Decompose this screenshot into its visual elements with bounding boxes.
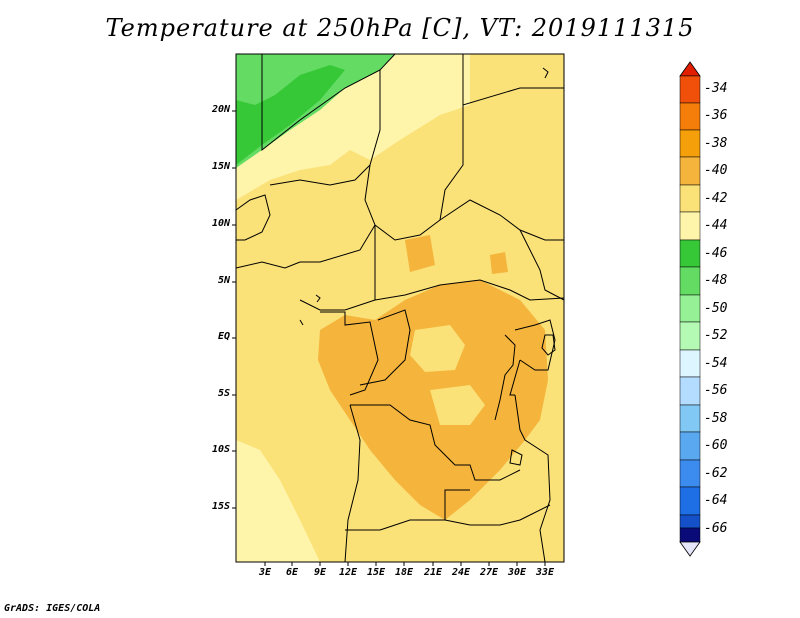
border-7 — [320, 311, 379, 396]
pocket-3 — [405, 235, 435, 272]
lat-label-5S: 5S — [217, 388, 230, 399]
lat-label-15S: 15S — [211, 501, 230, 512]
colorbar-label--60: -60 — [704, 438, 728, 453]
border-15 — [235, 261, 301, 269]
border-1 — [261, 53, 396, 152]
chart-title: Temperature at 250hPa [C], VT: 201911131… — [105, 14, 695, 42]
temperature-field — [236, 54, 564, 562]
country-borders — [235, 53, 565, 563]
colorbar-label--54: -54 — [704, 356, 728, 371]
coast-3 — [542, 67, 549, 79]
colorbar-bin-9 — [679, 294, 701, 323]
lon-label-18E: 18E — [394, 567, 414, 578]
colorbar-bin-8 — [679, 266, 701, 296]
colorbar — [679, 61, 701, 557]
colorbar-bin-1 — [679, 75, 701, 104]
darkgreen-region-northwest — [236, 65, 345, 165]
colorbar-over-arrow — [679, 61, 701, 77]
colorbar-bin-14 — [679, 431, 701, 461]
border-9 — [350, 404, 521, 481]
colorbar-label--34: -34 — [704, 81, 728, 96]
colorbar-bin-7 — [679, 239, 701, 268]
border-17 — [269, 164, 371, 186]
colorbar-bin-12 — [679, 376, 701, 406]
colorbar-label--52: -52 — [704, 328, 728, 343]
lon-label-27E: 27E — [479, 567, 499, 578]
colorbar-label--38: -38 — [704, 136, 728, 151]
colorbar-label--50: -50 — [704, 301, 728, 316]
border-3 — [462, 54, 564, 106]
lat-label-EQ: EQ — [217, 331, 230, 342]
border-13 — [514, 394, 551, 563]
lon-label-9E: 9E — [313, 567, 327, 578]
border-10 — [344, 404, 361, 563]
colorbar-label--48: -48 — [704, 273, 728, 288]
lake-2 — [541, 334, 556, 356]
colorbar-bin-10 — [679, 321, 701, 351]
border-20 — [509, 359, 521, 396]
colorbar-bin-2 — [679, 102, 701, 131]
border-16 — [235, 194, 271, 241]
lon-label-33E: 33E — [535, 567, 555, 578]
colorbar-bin-3 — [679, 129, 701, 158]
coast-2 — [299, 319, 304, 326]
colorbar-label--62: -62 — [704, 466, 728, 481]
border-2 — [300, 70, 381, 263]
cool-band-southwest — [236, 440, 320, 562]
colorbar-label--56: -56 — [704, 383, 728, 398]
lat-label-20N: 20N — [211, 104, 230, 115]
colorbar-bin-16 — [679, 486, 701, 516]
lon-label-24E: 24E — [451, 567, 471, 578]
colorbar-bin-5 — [679, 184, 701, 213]
border-19 — [519, 229, 565, 301]
border-12 — [444, 514, 531, 526]
border-18 — [439, 199, 564, 241]
colorbar-bin-17 — [679, 514, 701, 529]
colorbar-label--36: -36 — [704, 108, 728, 123]
colorbar-bin-13 — [679, 404, 701, 433]
lon-label-15E: 15E — [366, 567, 386, 578]
lon-label-6E: 6E — [285, 567, 299, 578]
colorbar-label--46: -46 — [704, 246, 728, 261]
colorbar-label--40: -40 — [704, 163, 728, 178]
map-frame — [235, 53, 565, 563]
border-14 — [514, 319, 556, 371]
pocket-2 — [430, 385, 485, 425]
colorbar-label--44: -44 — [704, 218, 728, 233]
lat-label-10N: 10N — [211, 218, 230, 229]
colorbar-bin-18 — [679, 527, 701, 543]
lake-3 — [509, 449, 523, 466]
pocket-4 — [490, 252, 508, 274]
lat-label-15N: 15N — [211, 161, 230, 172]
credit-label: GrADS: IGES/COLA — [4, 603, 101, 614]
lon-label-30E: 30E — [507, 567, 527, 578]
lat-label-10S: 10S — [211, 444, 230, 455]
axis-ticks — [232, 110, 546, 566]
colorbar-label--42: -42 — [704, 191, 728, 206]
colorbar-label--66: -66 — [704, 521, 728, 536]
colorbar-bin-15 — [679, 459, 701, 488]
colorbar-bin-4 — [679, 156, 701, 186]
border-21 — [529, 504, 551, 516]
colorbar-under-arrow — [679, 541, 701, 557]
border-8 — [359, 309, 411, 386]
border-5 — [299, 225, 376, 311]
colorbar-label--58: -58 — [704, 411, 728, 426]
colorbar-label--64: -64 — [704, 493, 728, 508]
border-11 — [345, 489, 470, 531]
coast-islet — [315, 294, 321, 303]
colorbar-bin-11 — [679, 349, 701, 378]
lake-1 — [494, 334, 516, 421]
lon-label-3E: 3E — [258, 567, 272, 578]
border-6 — [374, 279, 565, 301]
pocket-1 — [410, 325, 465, 372]
lon-label-21E: 21E — [423, 567, 443, 578]
colorbar-bin-6 — [679, 211, 701, 241]
lon-label-12E: 12E — [338, 567, 358, 578]
lat-label-5N: 5N — [217, 275, 230, 286]
